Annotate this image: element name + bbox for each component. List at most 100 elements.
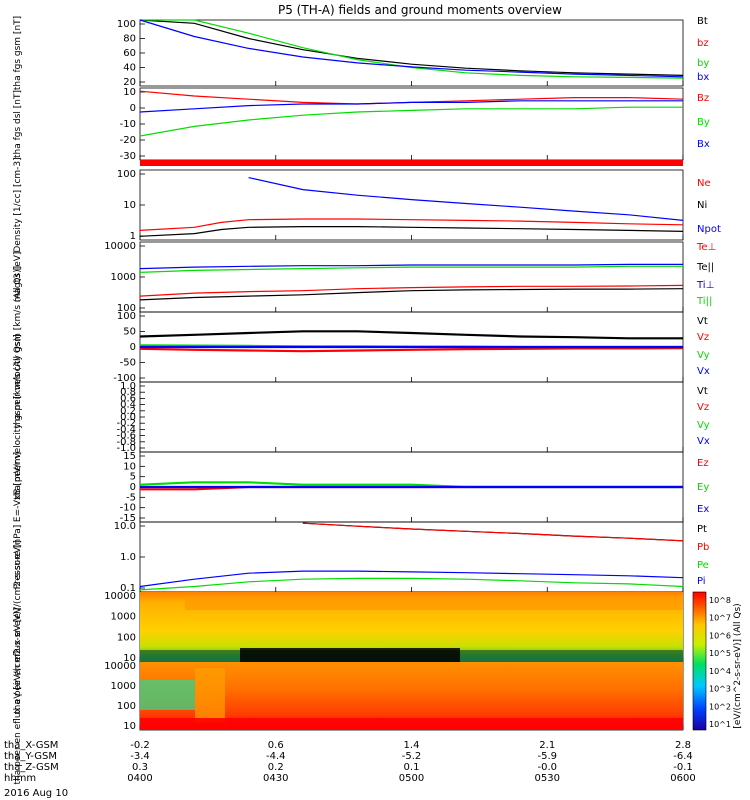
y-tick-label: 0.8: [120, 387, 136, 398]
panel-ylabel: tha fgs dsl [nT]: [13, 90, 23, 158]
series-By: [139, 106, 683, 137]
legend-Ez: Ez: [697, 458, 709, 469]
panel-ylabel: tha peer velocity gsm [km/s (All Qs)]: [13, 334, 23, 499]
series-Ni: [139, 226, 684, 237]
colorbar-tick: 10^2: [709, 702, 731, 711]
heatmap-peer: [140, 662, 683, 730]
legend-Bt: Bt: [697, 16, 708, 27]
footer-value: -0.1: [673, 762, 693, 773]
panel-frame: [139, 19, 684, 87]
series-Ti||: [139, 265, 683, 273]
legend-Ni: Ni: [697, 200, 707, 211]
y-tick-label: 10: [123, 461, 136, 472]
y-tick-label: 40: [123, 63, 136, 74]
y-tick-label: -5: [126, 492, 136, 503]
legend-Bz: Bz: [697, 93, 709, 104]
footer-value: 0400: [127, 773, 152, 784]
panel-2: tha fgs dsl [nT] 10 0 -10 -20 -30 Bz By Bx: [13, 87, 710, 162]
panel-ylabel: magt3 [eV]: [13, 252, 23, 303]
footer-value: -0.2: [130, 740, 150, 751]
y-tick-label: 100: [117, 19, 136, 30]
panel-ylabel: tha peir en eflux eV [eV/(cm2-s-sr-eV)]: [13, 540, 23, 714]
footer-value: -3.4: [130, 751, 150, 762]
legend-By: By: [697, 117, 710, 128]
colorbar-tick: 10^4: [709, 667, 731, 676]
y-tick-label: 1.0: [120, 381, 136, 392]
series-by: [140, 19, 684, 79]
y-tick-label: 10: [123, 87, 136, 98]
legend-Pt: Pt: [697, 524, 707, 535]
legend-Pb: Pb: [697, 542, 709, 553]
y-tick-label: 10000: [104, 241, 136, 252]
legend-Vx: Vx: [697, 366, 710, 377]
footer-value: 2.8: [675, 740, 691, 751]
y-tick-label: -0.8: [116, 437, 136, 448]
footer-label: hhmm: [4, 773, 36, 784]
legend-Vy: Vy: [697, 420, 710, 431]
y-tick-label: -30: [120, 151, 136, 162]
colorbar-label: [eV/(cm^2-s-sr-eV)] (All Qs): [733, 603, 743, 728]
y-tick-label: 0: [130, 103, 136, 114]
y-tick-label: 1.0: [120, 552, 136, 563]
y-tick-label: 100: [117, 311, 136, 322]
legend-Ey: Ey: [697, 482, 709, 493]
series-Pi: [139, 570, 684, 588]
colorbar-tick: 10^5: [709, 649, 731, 658]
legend-Pe: Pe: [697, 560, 709, 571]
panel-frame: [139, 87, 684, 161]
y-tick-label: 0.0: [120, 412, 136, 423]
footer-label: tha_Y-GSM: [4, 751, 57, 762]
legend-Te⊥: Te⊥: [696, 242, 716, 253]
footer-value: -4.4: [266, 751, 286, 762]
legend-by: by: [697, 58, 709, 69]
legend-bx: bx: [697, 72, 709, 83]
series-Pe: [139, 577, 684, 591]
y-tick-label: 0.4: [120, 400, 136, 411]
legend-Vx: Vx: [697, 436, 710, 447]
y-tick-label: 60: [123, 48, 136, 59]
y-tick-label: 15: [123, 451, 136, 462]
colorbar-tick: 10^1: [709, 720, 731, 729]
y-tick-label: 0.6: [120, 393, 136, 404]
y-tick-label: 5: [130, 472, 136, 483]
footer-value: 0.2: [268, 762, 284, 773]
legend-Ne: Ne: [697, 178, 711, 189]
colorbar-tick: 10^3: [709, 685, 731, 694]
y-tick-label: 10: [123, 721, 136, 732]
y-tick-label: 50: [123, 327, 136, 338]
y-tick-label: -100: [113, 373, 136, 384]
panel-frame: [139, 381, 684, 453]
series-Pb: [302, 522, 684, 542]
panel-1: tha fgs gsm [nT] 100 80 60 40 20 Bt bz by bx: [13, 16, 709, 90]
y-tick-label: -0.2: [116, 418, 136, 429]
series-Bx: [139, 100, 683, 113]
heatmap-peir: [140, 592, 683, 662]
series-Ti⊥: [139, 263, 683, 270]
y-tick-label: 1000: [111, 681, 136, 692]
y-tick-label: 1: [130, 231, 136, 242]
footer-value: 0430: [263, 773, 288, 784]
legend-Npot: Npot: [697, 224, 721, 235]
y-tick-label: 1000: [111, 272, 136, 283]
legend-Vt: Vt: [697, 386, 708, 397]
panel-frame: [139, 521, 684, 593]
footer-value: 0500: [399, 773, 424, 784]
legend-bz: bz: [697, 38, 709, 49]
y-tick-label: 100: [117, 303, 136, 314]
y-tick-label: 1000: [111, 612, 136, 623]
footer-label: tha_X-GSM: [4, 740, 58, 751]
legend-Vz: Vz: [697, 332, 709, 343]
legend-Vy: Vy: [697, 350, 710, 361]
series-Bt: [139, 19, 684, 76]
footer-value: 1.4: [404, 740, 420, 751]
footer-value: -5.9: [537, 751, 557, 762]
date-label: 2016 Aug 10: [4, 788, 68, 799]
y-tick-label: -1.0: [116, 443, 136, 454]
panel-ylabel: tha peer en eflux eV [eV/(cm2-s-sr-eV)]: [13, 608, 23, 785]
legend-Ti||: Ti||: [696, 296, 712, 307]
legend-Ti⊥: Ti⊥: [696, 280, 714, 291]
panel-ylabel: E=-VxB [mV/m]: [13, 452, 23, 522]
y-tick-label: 10.0: [114, 521, 136, 532]
series-Vz: [139, 347, 684, 353]
